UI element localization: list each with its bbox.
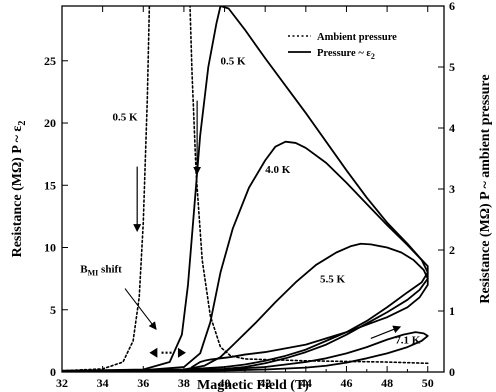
arrow-up-71K — [370, 325, 402, 339]
annotation-05K-ambient: 0.5 K — [112, 112, 138, 124]
legend-label-pressure: Pressure ~ ε2 — [317, 48, 375, 61]
y-right-tick-label: 0 — [449, 365, 455, 379]
x-tick-label: 42 — [259, 376, 271, 390]
annotation-55K: 5.5 K — [320, 273, 346, 285]
y-right-tick-label: 1 — [449, 304, 455, 318]
series-5-solid-71K — [62, 331, 429, 372]
bmi-shift-arrow-left — [149, 347, 158, 358]
y-right-tick-label: 3 — [449, 182, 455, 196]
x-tick-label: 46 — [340, 376, 352, 390]
y-left-tick-label: 20 — [44, 116, 56, 130]
annotation-40K: 4.0 K — [265, 164, 291, 176]
x-tick-label: 32 — [56, 376, 68, 390]
y-right-axis-title: Resistance (MΩ) P ~ ambient pressure — [478, 74, 493, 303]
y-left-axis-title: Resistance (MΩ) P ~ ε2 — [10, 121, 28, 258]
x-tick-label: 34 — [97, 376, 109, 390]
annotation-05K-pressure: 0.5 K — [220, 56, 246, 68]
x-tick-label: 48 — [381, 376, 393, 390]
annotation-bmi-suffix: shift — [98, 263, 122, 275]
annotation-71K: 7.1 K — [395, 334, 421, 346]
y-left-tick-label: 25 — [44, 54, 56, 68]
x-tick-label: 50 — [422, 376, 434, 390]
annotation-bmi-shift: BMI shift — [80, 263, 122, 277]
x-tick-label: 38 — [178, 376, 190, 390]
x-axis-title: Magnetic Field (T) — [197, 378, 309, 392]
arrow-bmi-pointer — [124, 288, 157, 331]
bmi-shift-arrow-right — [177, 347, 186, 358]
legend-label-ambient: Ambient pressure — [317, 32, 397, 43]
y-left-axis-title-subscript: 2 — [17, 121, 28, 126]
series-0-dotted-05K — [62, 6, 151, 372]
y-right-tick-label: 6 — [449, 0, 455, 13]
y-left-tick-label: 0 — [50, 365, 56, 379]
series-3-solid-40K — [62, 140, 429, 372]
y-right-tick-label: 5 — [449, 60, 455, 74]
x-tick-label: 44 — [300, 376, 312, 390]
y-right-tick-label: 2 — [449, 243, 455, 257]
annotation-bmi-subscript: MI — [88, 268, 99, 277]
y-right-tick-label: 4 — [449, 121, 455, 135]
x-tick-label: 36 — [137, 376, 149, 390]
y-left-tick-label: 15 — [44, 178, 56, 192]
y-left-tick-label: 10 — [44, 241, 56, 255]
legend-label-subscript: 2 — [371, 52, 375, 61]
series-4-solid-55K — [62, 242, 429, 372]
x-tick-label: 40 — [219, 376, 231, 390]
plot-area — [62, 6, 429, 372]
y-left-tick-label: 5 — [50, 303, 56, 317]
